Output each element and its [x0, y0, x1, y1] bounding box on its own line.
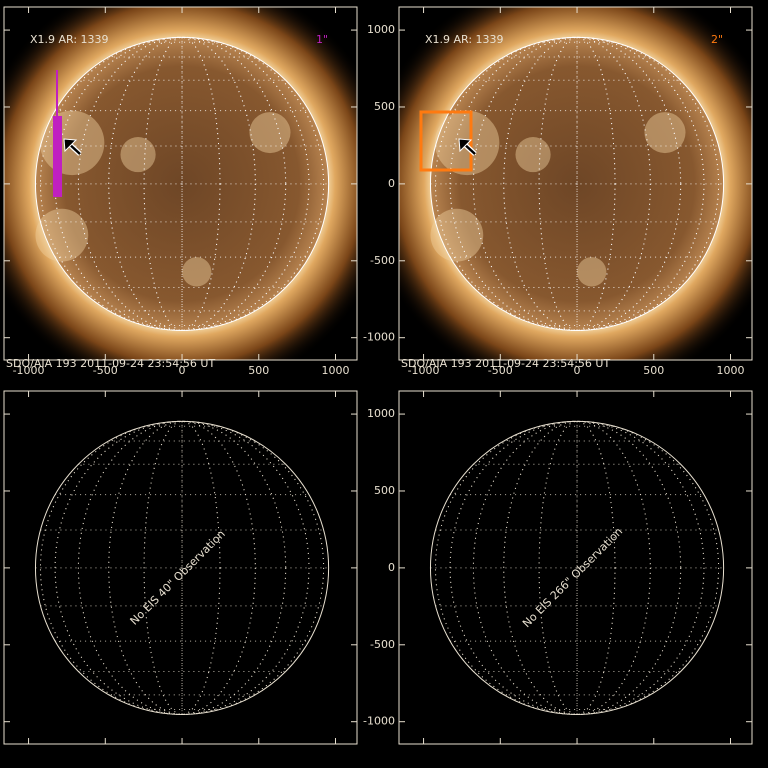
meridian	[538, 36, 616, 331]
y-tick-label: -1000	[363, 715, 395, 728]
meridian	[39, 420, 325, 715]
x-tick-label: 500	[248, 364, 269, 377]
arrow-head	[458, 138, 473, 153]
x-tick-label: -500	[93, 364, 118, 377]
x-tick-label: 0	[574, 364, 581, 377]
x-tick-label: 1000	[717, 364, 745, 377]
plot-area	[429, 420, 725, 715]
x-tick-label: -500	[488, 364, 513, 377]
limb	[429, 36, 725, 331]
meridian	[538, 420, 616, 715]
x-tick-label: -1000	[408, 364, 440, 377]
bright-region	[577, 257, 607, 287]
x-tick-label: 1000	[322, 364, 350, 377]
y-tick-label: 500	[374, 100, 395, 113]
footer: SDO/AIA 193 2011-09-24 23:54:56 UT	[401, 357, 610, 370]
limb	[34, 420, 330, 715]
meridian	[503, 36, 651, 331]
bright-region	[644, 112, 686, 154]
panel-label: X1.9 AR: 1339	[30, 33, 109, 46]
bright-region	[515, 136, 551, 173]
bright-region	[120, 136, 156, 173]
plot-area	[399, 7, 752, 360]
limb	[34, 36, 330, 331]
panel: -1000 -500 0 500 1000 X1.9 AR: 1339 1" SDO/AIA …	[3, 6, 358, 377]
y-tick-label: 1000	[367, 407, 395, 420]
meridian	[108, 420, 256, 715]
panel-label: X1.9 AR: 1339	[425, 33, 504, 46]
y-tick-label: 500	[374, 484, 395, 497]
x-tick-label: -1000	[13, 364, 45, 377]
y-tick-label: 1000	[367, 23, 395, 36]
limb	[429, 420, 725, 715]
meridian	[39, 36, 325, 331]
footer: SDO/AIA 193 2011-09-24 23:54:56 UT	[6, 357, 215, 370]
y-tick-label: -500	[370, 254, 395, 267]
x-tick-label: 500	[643, 364, 664, 377]
no-observation-message: No EIS 266" Observation	[520, 525, 625, 630]
y-tick-label: -500	[370, 638, 395, 651]
meridian	[143, 420, 221, 715]
x-tick-label: 0	[179, 364, 186, 377]
bright-region	[430, 208, 484, 262]
meridian	[143, 36, 221, 331]
bright-region	[182, 257, 212, 287]
y-tick-label: 0	[388, 561, 395, 574]
slit-label: 2"	[711, 33, 723, 46]
plot-area	[34, 420, 330, 715]
slit-label: 1"	[316, 33, 328, 46]
arrow-head	[63, 138, 78, 153]
plot-area	[4, 7, 357, 360]
meridian	[108, 36, 256, 331]
no-observation-message: No EIS 40" Observation	[128, 527, 228, 627]
panel: -1000 -500 0 500 1000 No EIS 266" Observation	[363, 390, 753, 745]
bright-region	[35, 208, 89, 262]
meridian	[503, 420, 651, 715]
bright-region	[249, 112, 291, 154]
y-tick-label: -1000	[363, 331, 395, 344]
meridian	[434, 420, 720, 715]
panel: -1000 -500 0 500 1000 -1000 -500 0 500 1000 X1.9 A…	[363, 6, 753, 377]
panel: No EIS 40" Observation	[3, 390, 358, 745]
meridian	[434, 36, 720, 331]
raster-box	[419, 110, 473, 172]
slit-raster	[53, 116, 62, 197]
y-tick-label: 0	[388, 177, 395, 190]
